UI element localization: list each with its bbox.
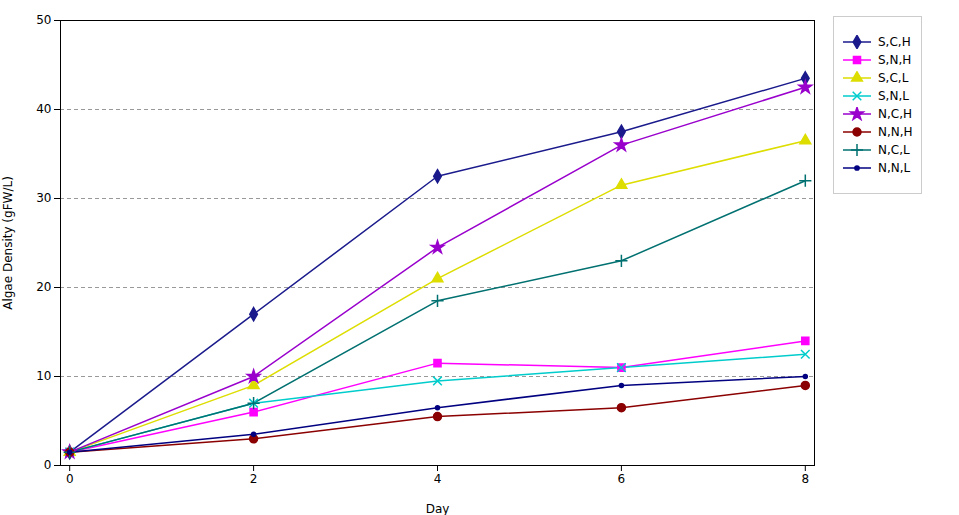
svg-text:Algae Density (gFW/L): Algae Density (gFW/L) <box>1 176 15 310</box>
html-text:N,N,L: N,N,L <box>878 161 911 175</box>
svg-text:20: 20 <box>36 280 51 294</box>
html-text:N,N,H: N,N,H <box>878 125 913 139</box>
svg-text:30: 30 <box>36 191 51 205</box>
svg-text:6: 6 <box>618 472 626 486</box>
svg-text:8: 8 <box>801 472 809 486</box>
svg-text:10: 10 <box>36 369 51 383</box>
html-text:S,C,H: S,C,H <box>878 35 911 49</box>
svg-text:50: 50 <box>36 13 51 27</box>
html-text:N,C,H: N,C,H <box>878 107 912 121</box>
html-text:S,N,L: S,N,L <box>878 89 909 103</box>
html-text:N,C,L: N,C,L <box>878 143 910 157</box>
svg-text:2: 2 <box>250 472 258 486</box>
html-text:S,C,L: S,C,L <box>878 71 909 85</box>
svg-text:4: 4 <box>434 472 442 486</box>
svg-text:Day: Day <box>426 502 450 515</box>
svg-text:0: 0 <box>44 458 52 472</box>
svg-text:0: 0 <box>66 472 74 486</box>
svg-text:40: 40 <box>36 102 51 116</box>
html-text:S,N,H: S,N,H <box>878 53 912 67</box>
